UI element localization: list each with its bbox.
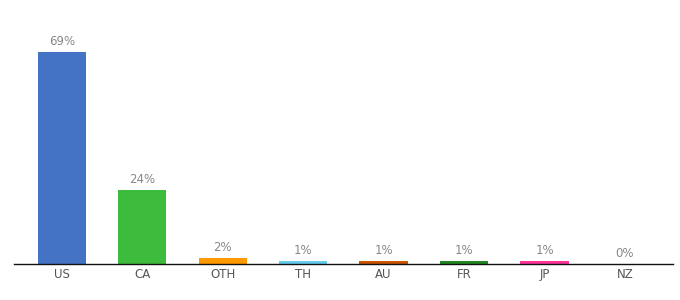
Text: 1%: 1% xyxy=(535,244,554,257)
Text: 1%: 1% xyxy=(294,244,313,257)
Text: 1%: 1% xyxy=(455,244,473,257)
Text: 2%: 2% xyxy=(214,241,232,254)
Text: 1%: 1% xyxy=(374,244,393,257)
Text: 0%: 0% xyxy=(615,247,634,260)
Text: 24%: 24% xyxy=(129,173,155,187)
Bar xyxy=(199,258,247,264)
Bar xyxy=(440,261,488,264)
Bar xyxy=(118,190,167,264)
Bar xyxy=(520,261,568,264)
Bar xyxy=(37,52,86,264)
Text: 69%: 69% xyxy=(49,35,75,48)
Bar xyxy=(360,261,408,264)
Bar xyxy=(279,261,327,264)
